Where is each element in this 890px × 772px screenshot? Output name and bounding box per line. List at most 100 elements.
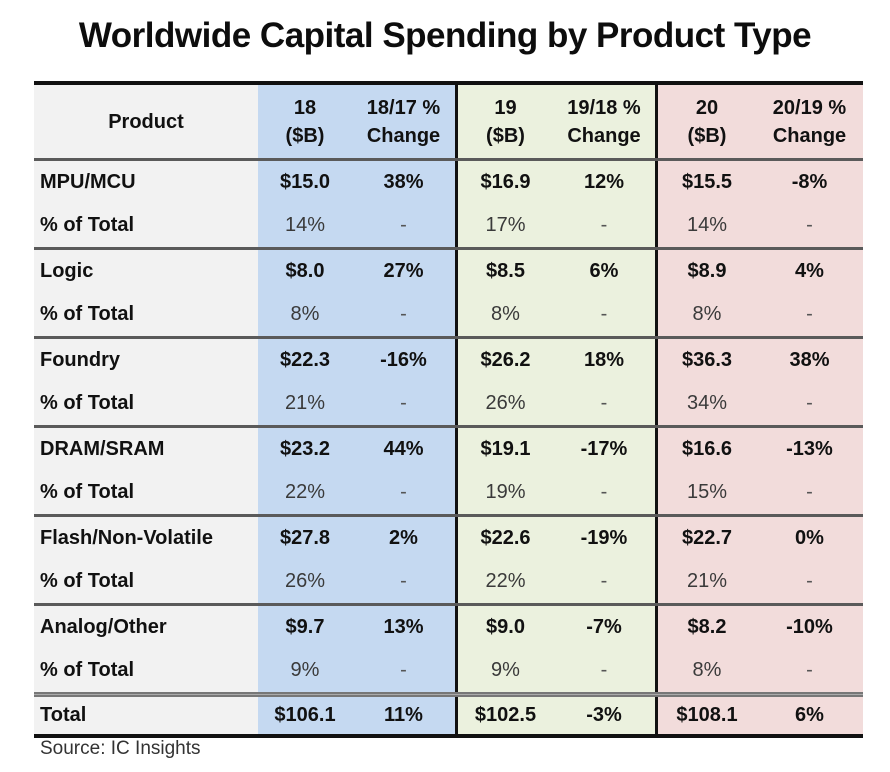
header-2018-change-line1: 18/17 % (366, 96, 441, 119)
total-label: Total (34, 697, 258, 734)
change-2018: 44% (352, 428, 458, 471)
table-row: DRAM/SRAM $23.2 44% $19.1 -17% $16.6 -13% (34, 428, 863, 471)
value-2019: $16.9 (458, 161, 553, 204)
share-change-2020: - (756, 293, 863, 336)
total-2018-change: 11% (352, 697, 458, 734)
table-row-share: % of Total 14% -17% -14% - (34, 204, 863, 247)
value-2020: $8.2 (658, 606, 756, 649)
table-row-share: % of Total 22% -19% -15% - (34, 471, 863, 514)
header-product: Product (34, 85, 258, 158)
value-2019: $19.1 (458, 428, 553, 471)
value-2018: $15.0 (258, 161, 352, 204)
source-note: Source: IC Insights (40, 738, 201, 759)
share-2019: 17% (458, 204, 553, 247)
product-name: Analog/Other (34, 606, 258, 649)
table-row: Analog/Other $9.7 13% $9.0 -7% $8.2 -10% (34, 606, 863, 649)
share-label: % of Total (34, 293, 258, 336)
change-2018: 2% (352, 517, 458, 560)
header-product-label: Product (108, 110, 184, 133)
header-2019-change: 19/18 % Change (553, 85, 658, 158)
share-change-2019: - (553, 293, 658, 336)
table-row-share: % of Total 8% -8% -8% - (34, 293, 863, 336)
share-change-2020: - (756, 382, 863, 425)
change-2020: -8% (756, 161, 863, 204)
table-top-border (34, 81, 863, 85)
change-2018: -16% (352, 339, 458, 382)
share-2019: 19% (458, 471, 553, 514)
header-2018-change: 18/17 % Change (352, 85, 458, 158)
share-2020: 8% (658, 649, 756, 692)
product-name: Logic (34, 250, 258, 293)
header-2020-change-line2: Change (772, 124, 847, 147)
share-2019: 22% (458, 560, 553, 603)
table-title: Worldwide Capital Spending by Product Ty… (78, 16, 812, 55)
header-separator (34, 158, 863, 161)
share-2019: 9% (458, 649, 553, 692)
share-2018: 8% (258, 293, 352, 336)
header-2020-year: 20 (695, 96, 719, 119)
header-2020-change: 20/19 % Change (756, 85, 863, 158)
total-2019-value: $102.5 (458, 697, 553, 734)
share-change-2019: - (553, 649, 658, 692)
change-2018: 38% (352, 161, 458, 204)
share-2020: 21% (658, 560, 756, 603)
total-2019-change: -3% (553, 697, 658, 734)
share-label: % of Total (34, 382, 258, 425)
value-2019: $9.0 (458, 606, 553, 649)
header-2019-change-line2: Change (567, 124, 641, 147)
total-2018-value: $106.1 (258, 697, 352, 734)
total-2020-change: 6% (756, 697, 863, 734)
group-separator (34, 247, 863, 250)
table-row: Foundry $22.3 -16% $26.2 18% $36.3 38% (34, 339, 863, 382)
capital-spending-table: Product 18 ($B) 18/17 % Change 19 ($B) 1… (34, 81, 863, 738)
change-2020: 4% (756, 250, 863, 293)
value-2020: $16.6 (658, 428, 756, 471)
change-2019: -19% (553, 517, 658, 560)
header-2018-year: 18 (293, 96, 317, 119)
share-2018: 26% (258, 560, 352, 603)
product-name: MPU/MCU (34, 161, 258, 204)
share-2020: 8% (658, 293, 756, 336)
change-2018: 13% (352, 606, 458, 649)
group-separator (34, 425, 863, 428)
total-row: Total $106.1 11% $102.5 -3% $108.1 6% (34, 697, 863, 734)
value-2018: $22.3 (258, 339, 352, 382)
share-change-2020: - (756, 204, 863, 247)
group-separator (34, 603, 863, 606)
share-2020: 15% (658, 471, 756, 514)
share-2020: 34% (658, 382, 756, 425)
share-change-2020: - (756, 649, 863, 692)
header-2020-value: 20 ($B) (658, 85, 756, 158)
value-2020: $15.5 (658, 161, 756, 204)
share-change-2019: - (553, 471, 658, 514)
header-2018-value: 18 ($B) (258, 85, 352, 158)
header-2019-change-line1: 19/18 % (567, 96, 641, 119)
share-2018: 14% (258, 204, 352, 247)
table-row: Logic $8.0 27% $8.5 6% $8.9 4% (34, 250, 863, 293)
table-row: MPU/MCU $15.0 38% $16.9 12% $15.5 -8% (34, 161, 863, 204)
share-2019: 8% (458, 293, 553, 336)
value-2019: $8.5 (458, 250, 553, 293)
share-change-2018: - (352, 471, 458, 514)
header-2018-change-line2: Change (366, 124, 441, 147)
value-2020: $22.7 (658, 517, 756, 560)
table-row-share: % of Total 9% -9% -8% - (34, 649, 863, 692)
header-row: Product 18 ($B) 18/17 % Change 19 ($B) 1… (34, 85, 863, 158)
change-2020: -13% (756, 428, 863, 471)
product-name: Foundry (34, 339, 258, 382)
share-2018: 22% (258, 471, 352, 514)
value-2020: $8.9 (658, 250, 756, 293)
change-2019: 6% (553, 250, 658, 293)
share-change-2018: - (352, 382, 458, 425)
value-2019: $26.2 (458, 339, 553, 382)
change-2018: 27% (352, 250, 458, 293)
header-2019-year: 19 (494, 96, 517, 119)
header-2019-unit: ($B) (486, 124, 525, 147)
share-label: % of Total (34, 649, 258, 692)
header-2018-unit: ($B) (285, 124, 325, 147)
share-change-2018: - (352, 649, 458, 692)
share-2018: 21% (258, 382, 352, 425)
share-change-2019: - (553, 560, 658, 603)
share-2019: 26% (458, 382, 553, 425)
share-label: % of Total (34, 560, 258, 603)
